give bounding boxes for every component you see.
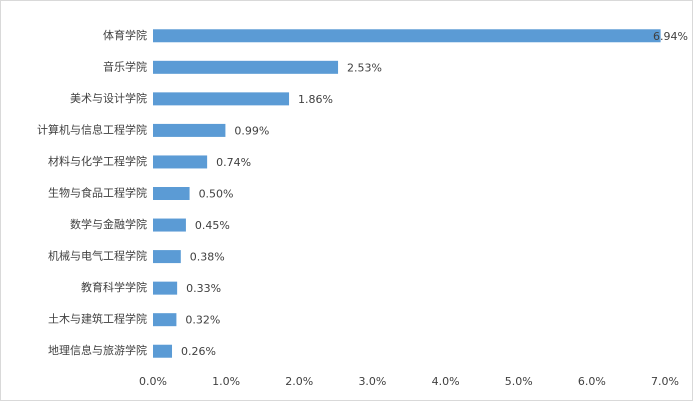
x-tick-label: 1.0% bbox=[212, 375, 240, 388]
x-tick-label: 7.0% bbox=[651, 375, 679, 388]
y-tick-label: 教育科学学院 bbox=[81, 280, 147, 294]
bar bbox=[153, 29, 661, 43]
bar bbox=[153, 60, 339, 74]
x-tick-label: 3.0% bbox=[358, 375, 386, 388]
value-label: 2.53% bbox=[347, 61, 382, 74]
bar bbox=[153, 123, 226, 137]
bar bbox=[153, 155, 208, 169]
y-tick-label: 土木与建筑工程学院 bbox=[48, 312, 147, 326]
x-tick-label: 5.0% bbox=[505, 375, 533, 388]
value-label: 1.86% bbox=[298, 93, 333, 106]
x-tick-label: 4.0% bbox=[432, 375, 460, 388]
value-label: 0.32% bbox=[185, 314, 220, 327]
value-label: 0.33% bbox=[186, 282, 221, 295]
y-tick-label: 生物与食品工程学院 bbox=[48, 186, 147, 200]
value-label: 0.26% bbox=[181, 345, 216, 358]
value-label: 6.94% bbox=[653, 30, 688, 43]
x-tick-label: 6.0% bbox=[578, 375, 606, 388]
bar bbox=[153, 187, 190, 200]
y-tick-label: 计算机与信息工程学院 bbox=[37, 122, 147, 136]
y-tick-label: 地理信息与旅游学院 bbox=[48, 343, 147, 357]
y-tick-label: 体育学院 bbox=[103, 28, 147, 42]
x-tick-label: 0.0% bbox=[139, 375, 167, 388]
y-tick-label: 机械与电气工程学院 bbox=[48, 249, 147, 263]
value-label: 0.50% bbox=[199, 188, 234, 201]
value-label: 0.38% bbox=[190, 251, 225, 264]
bar bbox=[153, 250, 181, 264]
y-tick-label: 数学与金融学院 bbox=[70, 217, 147, 231]
bar bbox=[153, 313, 177, 327]
value-label: 0.99% bbox=[234, 124, 269, 137]
bar bbox=[153, 281, 178, 295]
bar bbox=[153, 218, 186, 232]
bar bbox=[153, 344, 173, 358]
x-tick-label: 2.0% bbox=[285, 375, 313, 388]
y-tick-label: 音乐学院 bbox=[103, 59, 147, 73]
value-label: 0.74% bbox=[216, 156, 251, 169]
bar bbox=[153, 92, 290, 106]
y-tick-label: 材料与化学工程学院 bbox=[48, 154, 147, 168]
value-label: 0.45% bbox=[195, 219, 230, 232]
y-tick-label: 美术与设计学院 bbox=[70, 91, 147, 105]
